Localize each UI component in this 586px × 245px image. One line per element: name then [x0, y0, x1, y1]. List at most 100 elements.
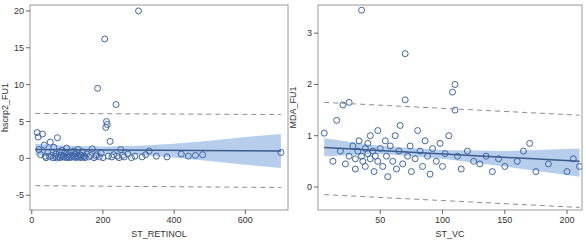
y-tick-label: 0: [307, 182, 312, 192]
y-tick-label: 15: [14, 43, 24, 53]
plot-frame: [318, 5, 582, 210]
y-tick-label: 1: [307, 131, 312, 141]
point: [132, 153, 138, 159]
x-axis-title: ST_VC: [435, 229, 465, 239]
point: [102, 36, 108, 42]
point: [433, 158, 439, 164]
point: [405, 153, 411, 159]
panel: 0200400600-505101520ST_RETINOLhscrp2_FU1: [0, 5, 288, 239]
point: [449, 89, 455, 95]
x-tick-label: 150: [497, 215, 512, 225]
point: [393, 166, 399, 172]
y-tick-label: 0: [19, 153, 24, 163]
point: [136, 8, 142, 14]
point: [430, 146, 436, 152]
point: [452, 81, 458, 87]
point: [352, 156, 358, 162]
point: [375, 128, 381, 134]
point: [367, 133, 373, 139]
prediction-limit: [324, 102, 579, 115]
point: [425, 153, 431, 159]
prediction-limit: [324, 195, 579, 208]
point: [200, 152, 206, 158]
plot-data: [321, 7, 582, 207]
y-tick: [26, 195, 30, 196]
chart-canvas: 0200400600-505101520ST_RETINOLhscrp2_FU1…: [0, 0, 586, 245]
x-tick: [102, 210, 103, 214]
point: [39, 131, 45, 137]
x-tick: [245, 210, 246, 214]
point: [346, 153, 352, 159]
point: [564, 169, 570, 175]
point: [446, 133, 452, 139]
point: [477, 161, 483, 167]
point: [89, 146, 95, 152]
point: [471, 158, 477, 164]
y-tick-label: 3: [307, 28, 312, 38]
point: [415, 128, 421, 134]
y-axis-title: hscrp2_FU1: [0, 83, 10, 132]
point: [54, 135, 60, 141]
point: [392, 133, 398, 139]
point: [153, 153, 159, 159]
y-tick: [26, 121, 30, 122]
x-axis-title: ST_RETINOL: [131, 229, 187, 239]
point: [104, 121, 110, 127]
point: [458, 166, 464, 172]
point: [330, 158, 336, 164]
point: [375, 158, 381, 164]
point: [380, 163, 386, 169]
confidence-band: [35, 134, 281, 168]
point: [113, 102, 119, 108]
x-tick-label: 400: [167, 215, 182, 225]
point: [382, 138, 388, 144]
point: [356, 138, 362, 144]
x-tick-label: 50: [375, 215, 385, 225]
point: [527, 140, 533, 146]
fit-line: [324, 147, 579, 161]
point: [577, 163, 582, 169]
x-tick-label: 600: [238, 215, 253, 225]
point: [164, 154, 170, 160]
plot-frame: [30, 5, 288, 210]
point: [143, 152, 149, 158]
point: [125, 151, 131, 157]
point: [533, 169, 539, 175]
point: [420, 163, 426, 169]
point: [192, 152, 198, 158]
y-tick: [314, 33, 318, 34]
point: [146, 148, 152, 154]
y-axis-title: MDA_FU1: [288, 86, 298, 128]
y-tick: [26, 84, 30, 85]
point: [387, 143, 393, 149]
y-tick-label: -5: [16, 190, 24, 200]
point: [464, 148, 470, 154]
point: [440, 163, 446, 169]
point: [407, 143, 413, 149]
panel: 501001502000123ST_VCMDA_FU1: [288, 5, 583, 239]
point: [397, 122, 403, 128]
point: [383, 153, 389, 159]
point: [371, 169, 377, 175]
x-tick: [380, 210, 381, 214]
x-tick: [442, 210, 443, 214]
point: [390, 158, 396, 164]
y-tick: [26, 10, 30, 11]
point: [352, 166, 358, 172]
y-tick: [314, 186, 318, 187]
point: [400, 161, 406, 167]
x-tick-label: 200: [560, 215, 575, 225]
point: [427, 171, 433, 177]
plot-data: [34, 8, 284, 188]
y-tick-label: 20: [14, 6, 24, 16]
x-tick-label: 200: [95, 215, 110, 225]
point: [321, 130, 327, 136]
point: [514, 158, 520, 164]
x-tick: [174, 210, 175, 214]
point: [437, 140, 443, 146]
point: [128, 155, 134, 161]
point: [520, 148, 526, 154]
point: [346, 99, 352, 105]
x-tick-label: 0: [29, 215, 34, 225]
point: [502, 163, 508, 169]
